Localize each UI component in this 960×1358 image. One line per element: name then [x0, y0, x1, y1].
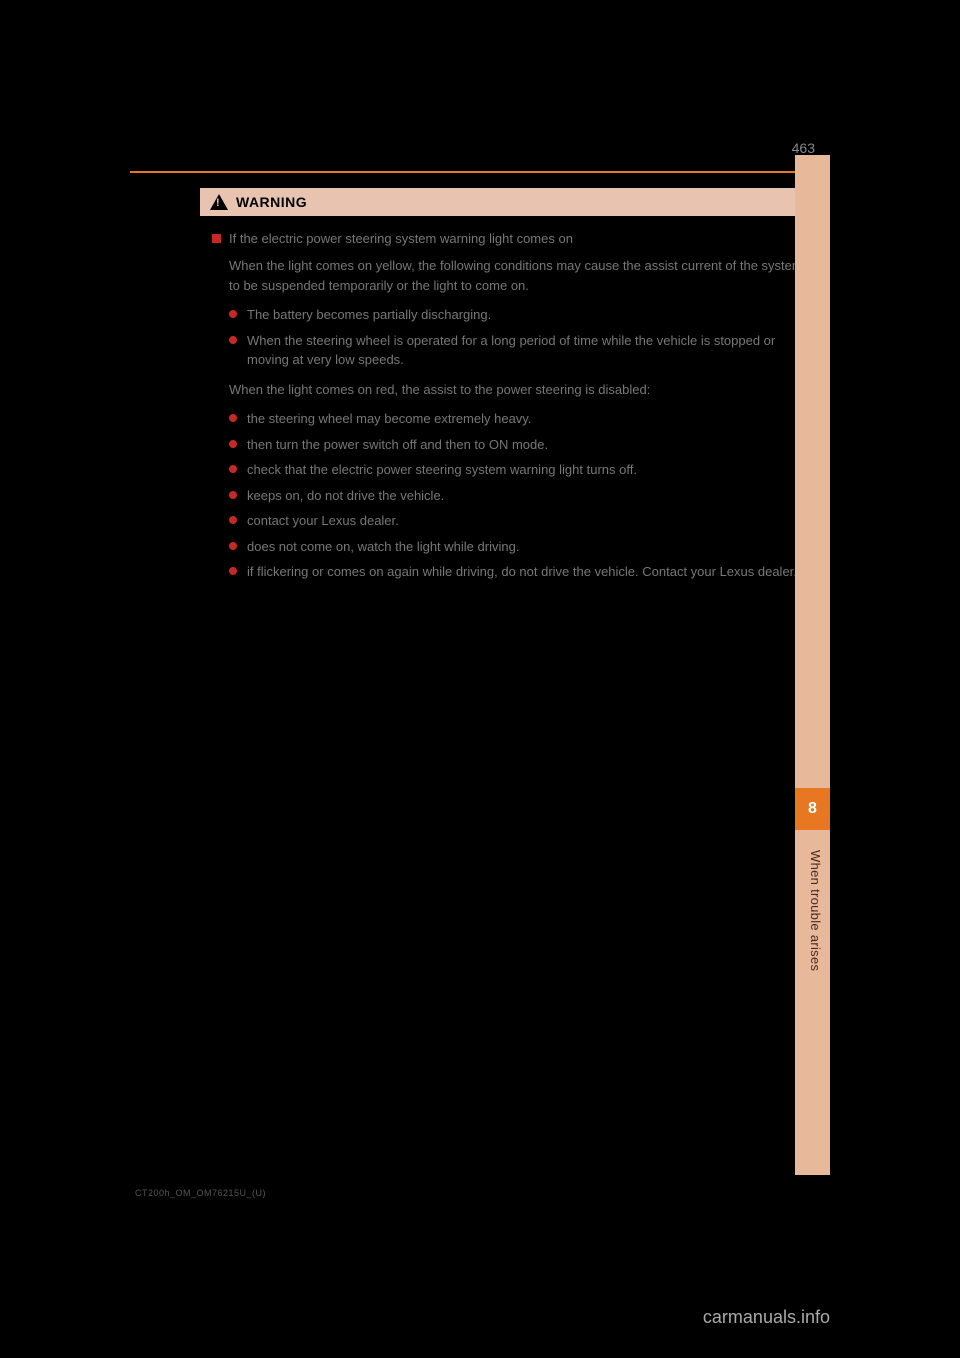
section-path: 8-2. Steps to take in an emergency — [145, 140, 393, 158]
round-bullet-icon — [229, 336, 237, 344]
page-number: 463 — [792, 140, 815, 156]
watermark: carmanuals.info — [703, 1307, 830, 1328]
round-bullet-icon — [229, 491, 237, 499]
bullet-item: contact your Lexus dealer. — [212, 511, 808, 531]
bullet-text: contact your Lexus dealer. — [247, 511, 399, 531]
bullet-text: the steering wheel may become extremely … — [247, 409, 531, 429]
bullet-item: keeps on, do not drive the vehicle. — [212, 486, 808, 506]
warning-box: WARNING If the electric power steering s… — [200, 188, 820, 608]
bullet-text: The battery becomes partially dischargin… — [247, 305, 491, 325]
square-bullet-icon — [212, 234, 221, 243]
page-header: 8-2. Steps to take in an emergency 463 — [130, 140, 830, 166]
round-bullet-icon — [229, 440, 237, 448]
page-content: 8-2. Steps to take in an emergency 463 W… — [130, 140, 830, 1190]
bullet-item: does not come on, watch the light while … — [212, 537, 808, 557]
bullet-item: When the steering wheel is operated for … — [212, 331, 808, 370]
round-bullet-icon — [229, 310, 237, 318]
warning-intro: When the light comes on yellow, the foll… — [212, 256, 808, 295]
round-bullet-icon — [229, 465, 237, 473]
chapter-title-vertical: When trouble arises — [808, 850, 823, 971]
chapter-number: 8 — [808, 800, 817, 818]
header-rule — [130, 171, 830, 173]
bullet-item: then turn the power switch off and then … — [212, 435, 808, 455]
bullet-text: then turn the power switch off and then … — [247, 435, 548, 455]
round-bullet-icon — [229, 414, 237, 422]
round-bullet-icon — [229, 567, 237, 575]
warning-section-heading: If the electric power steering system wa… — [229, 230, 573, 248]
bullet-text: if flickering or comes on again while dr… — [247, 562, 797, 582]
bullet-text: keeps on, do not drive the vehicle. — [247, 486, 444, 506]
bullet-text: check that the electric power steering s… — [247, 460, 637, 480]
bullet-item: The battery becomes partially dischargin… — [212, 305, 808, 325]
warning-label: WARNING — [236, 194, 307, 210]
bullet-text: When the steering wheel is operated for … — [247, 331, 808, 370]
warning-header: WARNING — [200, 188, 820, 216]
model-code: CT200h_OM_OM76215U_(U) — [135, 1188, 266, 1198]
bullet-item: check that the electric power steering s… — [212, 460, 808, 480]
bullet-item: if flickering or comes on again while dr… — [212, 562, 808, 582]
chapter-tab: 8 — [795, 788, 830, 830]
side-tab-background — [795, 155, 830, 1175]
bullet-item: the steering wheel may become extremely … — [212, 409, 808, 429]
warning-triangle-icon — [210, 194, 228, 210]
warning-section-heading-row: If the electric power steering system wa… — [212, 230, 808, 248]
warning-red-intro: When the light comes on red, the assist … — [212, 380, 808, 400]
bullet-text: does not come on, watch the light while … — [247, 537, 519, 557]
warning-body: If the electric power steering system wa… — [200, 216, 820, 608]
round-bullet-icon — [229, 542, 237, 550]
round-bullet-icon — [229, 516, 237, 524]
